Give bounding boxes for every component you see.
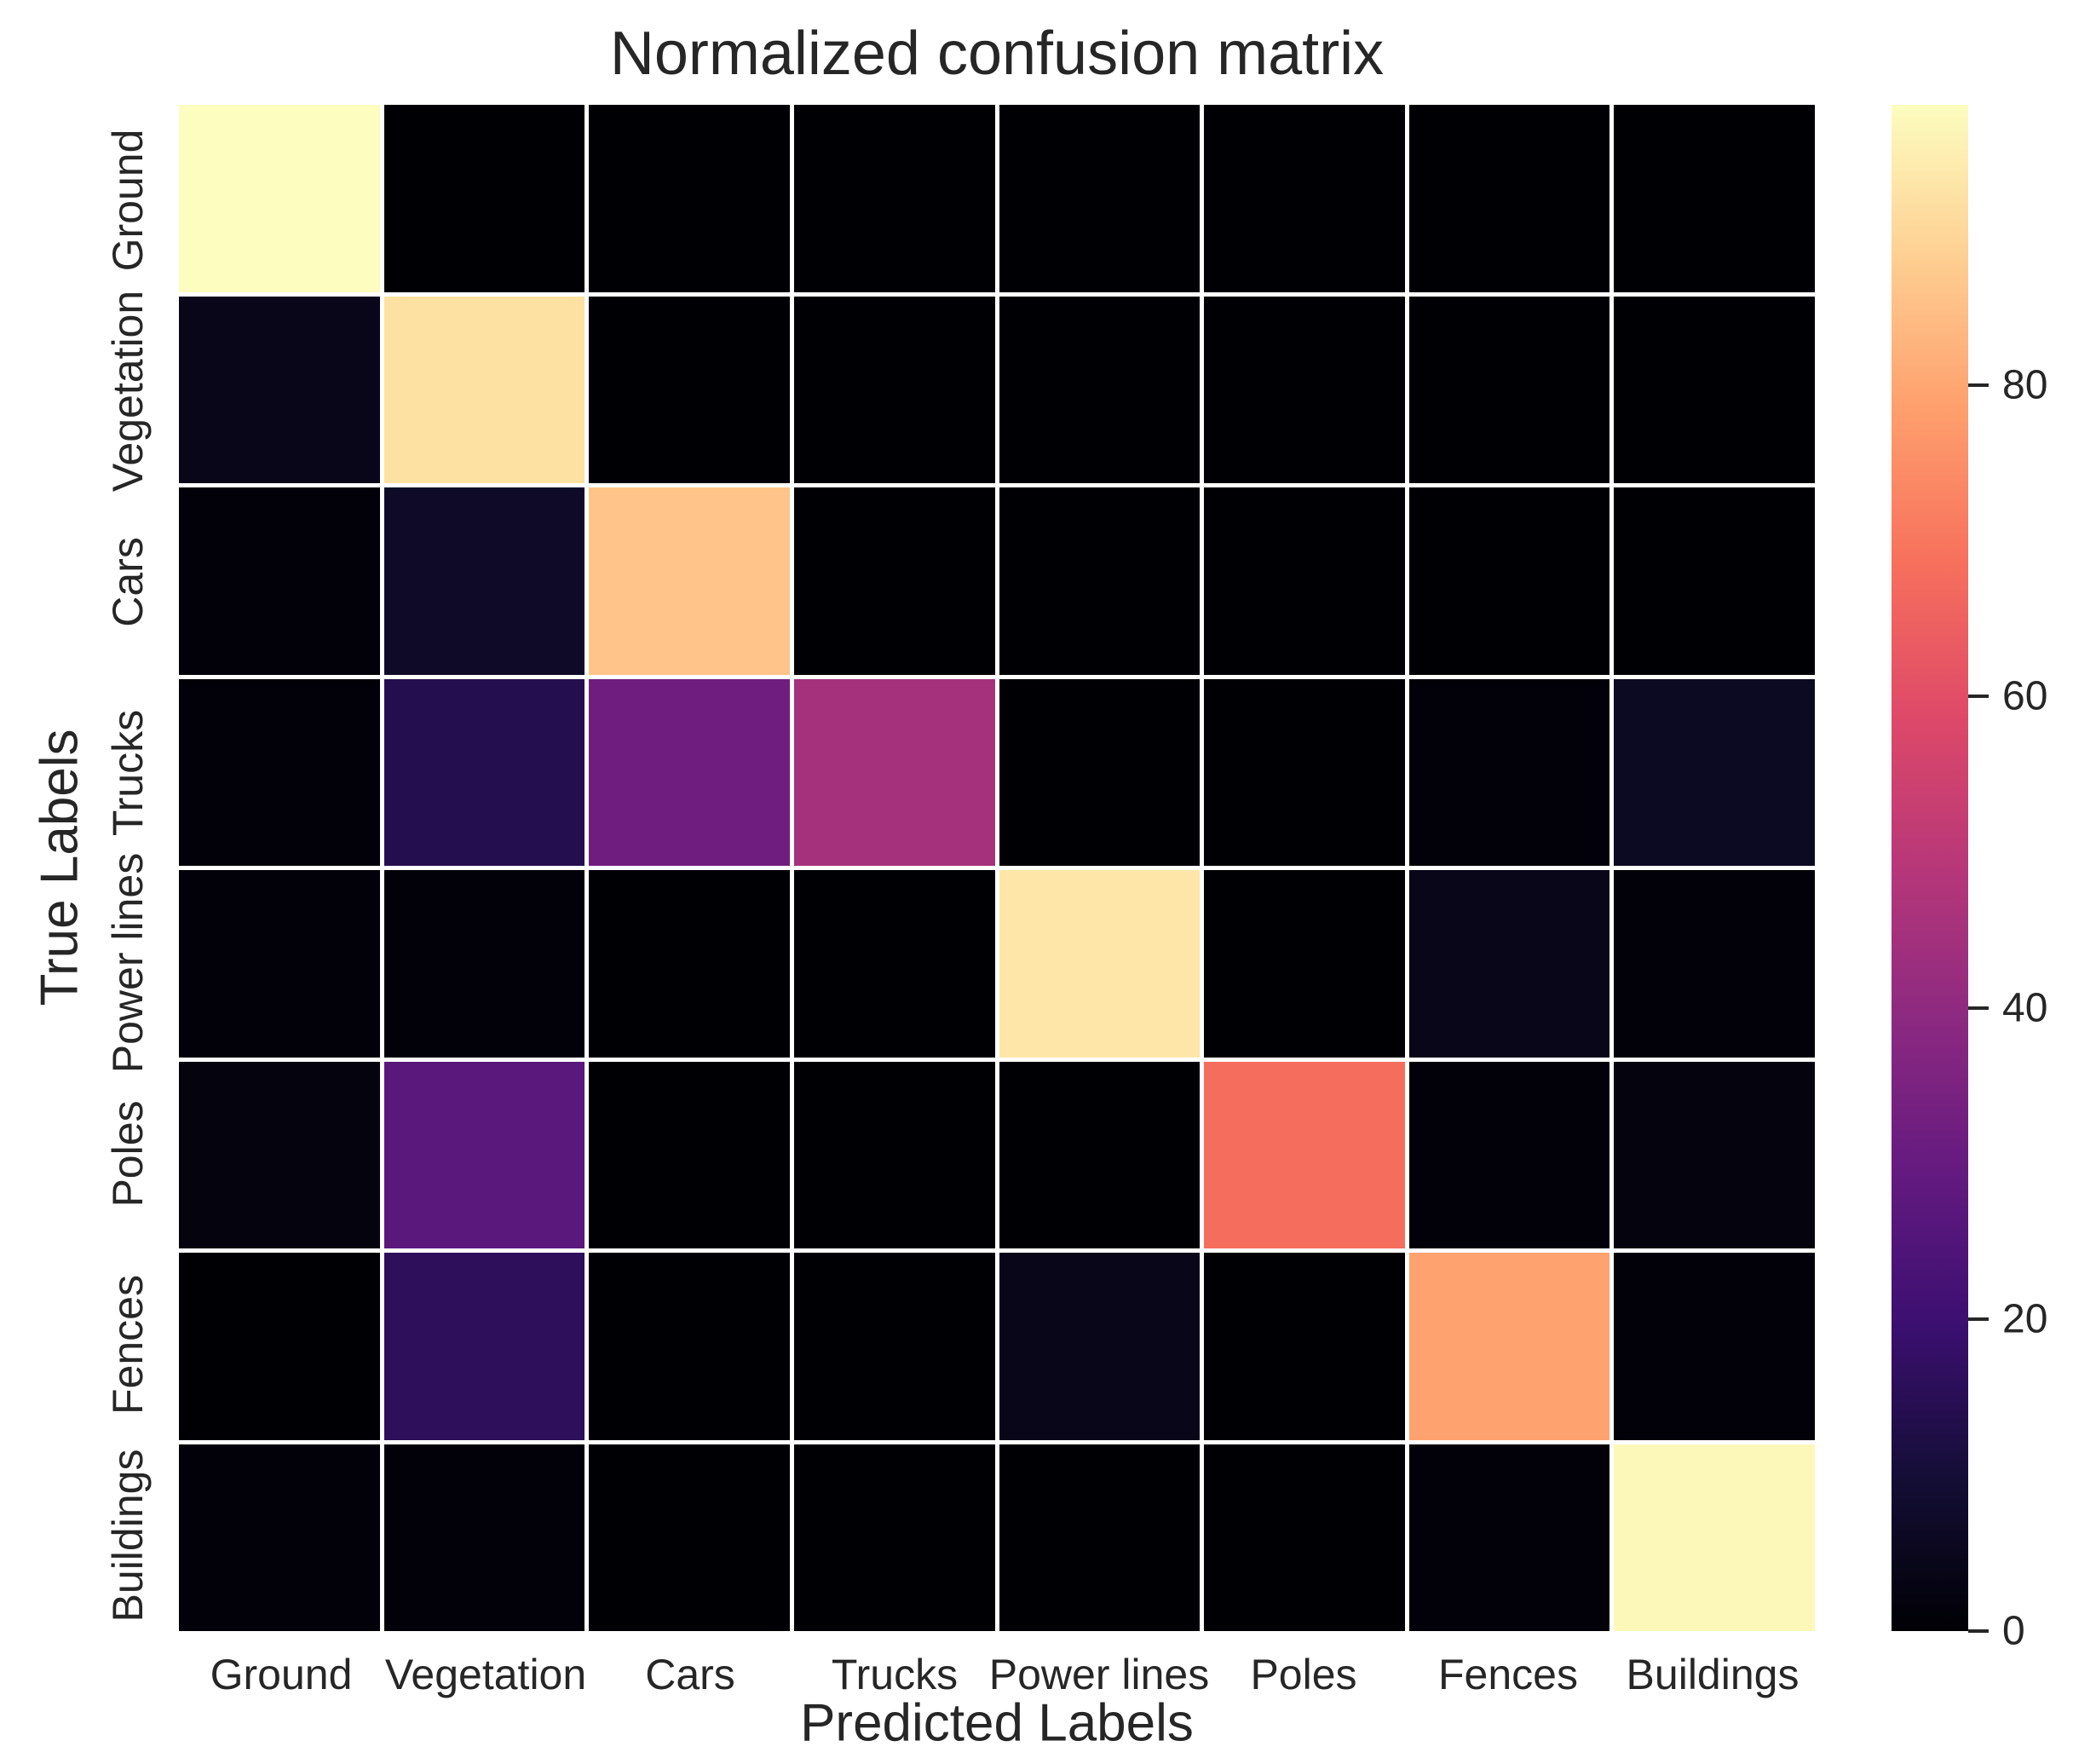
- heatmap-cell: [999, 1253, 1201, 1440]
- colorbar-tick-label: 80: [2002, 362, 2048, 408]
- x-tick-label: Trucks: [831, 1651, 959, 1698]
- heatmap-cell: [999, 487, 1201, 675]
- heatmap-cell: [179, 296, 380, 483]
- y-tick-label: Ground: [104, 129, 152, 272]
- heatmap-cell: [1614, 1253, 1815, 1440]
- heatmap-cell: [1408, 487, 1610, 675]
- heatmap-cell: [1204, 1061, 1405, 1248]
- heatmap-cell: [383, 870, 585, 1058]
- heatmap-cell: [383, 1253, 585, 1440]
- colorbar-gradient: [1892, 105, 1968, 1631]
- heatmap-cell: [1204, 870, 1405, 1058]
- colorbar-tick-mark: [1968, 1317, 1989, 1322]
- heatmap-cell: [1408, 1061, 1610, 1248]
- heatmap-cell: [383, 296, 585, 483]
- x-tick-label: Cars: [645, 1651, 735, 1698]
- heatmap-cell: [999, 870, 1201, 1058]
- colorbar-tick-label: 40: [2002, 985, 2048, 1031]
- x-tick-label: Fences: [1438, 1651, 1578, 1698]
- heatmap-cell: [1614, 1444, 1815, 1631]
- heatmap-cell: [1408, 1444, 1610, 1631]
- heatmap-cell: [1204, 105, 1405, 292]
- heatmap-cell: [1408, 105, 1610, 292]
- heatmap-cell: [793, 678, 995, 866]
- heatmap-cell: [793, 1444, 995, 1631]
- x-tick-label: Buildings: [1626, 1651, 1799, 1698]
- heatmap-cell: [179, 105, 380, 292]
- heatmap-cell: [589, 1061, 790, 1248]
- heatmap-cell: [1614, 870, 1815, 1058]
- heatmap-cell: [1408, 296, 1610, 483]
- heatmap-cell: [1204, 1444, 1405, 1631]
- heatmap-cell: [999, 678, 1201, 866]
- y-tick-label: Fences: [104, 1275, 152, 1415]
- heatmap-cell: [1614, 1061, 1815, 1248]
- heatmap-cell: [793, 487, 995, 675]
- y-tick-label: Power lines: [104, 853, 152, 1074]
- heatmap-cell: [179, 1444, 380, 1631]
- colorbar-tick-mark: [1968, 383, 1989, 387]
- x-tick-label: Vegetation: [384, 1651, 587, 1698]
- heatmap-cell: [999, 105, 1201, 292]
- heatmap-cell: [589, 296, 790, 483]
- x-tick-label: Power lines: [988, 1651, 1210, 1698]
- heatmap-cell: [179, 1061, 380, 1248]
- heatmap-cell: [999, 1444, 1201, 1631]
- heatmap-cell: [793, 296, 995, 483]
- heatmap-cell: [1614, 296, 1815, 483]
- x-tick-label: Ground: [210, 1651, 353, 1698]
- heatmap-cell: [793, 870, 995, 1058]
- heatmap-cell: [383, 105, 585, 292]
- heatmap-cell: [179, 678, 380, 866]
- y-tick-label: Cars: [104, 536, 152, 627]
- heatmap-cell: [179, 487, 380, 675]
- heatmap-cell: [383, 1061, 585, 1248]
- heatmap-cell: [1204, 487, 1405, 675]
- colorbar-tick-mark: [1968, 1006, 1989, 1010]
- colorbar-tick-label: 0: [2002, 1608, 2025, 1654]
- heatmap-cell: [179, 1253, 380, 1440]
- colorbar-tick-label: 20: [2002, 1296, 2048, 1342]
- heatmap-cell: [1408, 678, 1610, 866]
- heatmap-cell: [1204, 678, 1405, 866]
- heatmap-cell: [383, 487, 585, 675]
- y-tick-label: Vegetation: [104, 290, 152, 492]
- heatmap-cell: [589, 1253, 790, 1440]
- heatmap-cell: [793, 105, 995, 292]
- y-axis-title: True Labels: [30, 729, 89, 1006]
- heatmap-cell: [1204, 1253, 1405, 1440]
- heatmap-cell: [793, 1061, 995, 1248]
- heatmap-cell: [1614, 678, 1815, 866]
- heatmap-cell: [1408, 870, 1610, 1058]
- colorbar-tick-mark: [1968, 1629, 1989, 1633]
- heatmap-cell: [589, 1444, 790, 1631]
- heatmap-cell: [1204, 296, 1405, 483]
- x-axis-title: Predicted Labels: [800, 1693, 1194, 1753]
- y-tick-label: Poles: [104, 1100, 152, 1208]
- heatmap-cell: [1614, 487, 1815, 675]
- heatmap-cell: [1408, 1253, 1610, 1440]
- heatmap-cell: [999, 296, 1201, 483]
- heatmap-cell: [383, 678, 585, 866]
- colorbar-tick-mark: [1968, 695, 1989, 699]
- colorbar-tick-label: 60: [2002, 673, 2048, 719]
- heatmap-cell: [179, 870, 380, 1058]
- heatmap-cell: [1614, 105, 1815, 292]
- heatmap-grid: [179, 105, 1815, 1631]
- heatmap-cell: [589, 870, 790, 1058]
- heatmap-cell: [793, 1253, 995, 1440]
- heatmap-cell: [589, 487, 790, 675]
- y-tick-label: Buildings: [104, 1449, 152, 1623]
- y-tick-label: Trucks: [104, 709, 152, 836]
- heatmap-cell: [589, 105, 790, 292]
- heatmap-cell: [589, 678, 790, 866]
- x-tick-label: Poles: [1250, 1651, 1357, 1698]
- chart-title: Normalized confusion matrix: [609, 20, 1385, 88]
- heatmap-cell: [383, 1444, 585, 1631]
- heatmap-cell: [999, 1061, 1201, 1248]
